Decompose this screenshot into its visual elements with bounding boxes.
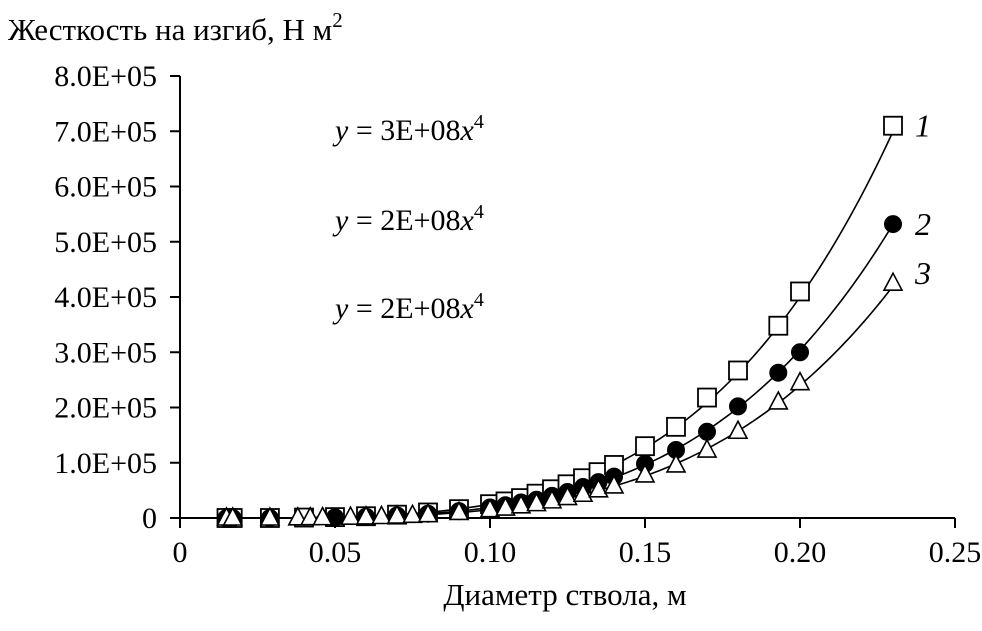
data-point-series-1 bbox=[728, 360, 748, 381]
x-axis-label: Диаметр ствола, м bbox=[443, 577, 686, 612]
y-tick-label: 7.0E+05 bbox=[54, 115, 157, 148]
data-point-series-3 bbox=[386, 504, 408, 524]
data-point-series-3 bbox=[882, 271, 904, 291]
equation-label: y = 2E+08x4 bbox=[332, 201, 484, 237]
data-point-series-3 bbox=[495, 496, 516, 516]
data-point-series-3 bbox=[287, 506, 309, 526]
series-label-1: 1 bbox=[915, 108, 931, 144]
data-point-series-3 bbox=[696, 438, 718, 458]
data-point-series-3 bbox=[510, 494, 532, 514]
data-point-series-3 bbox=[634, 463, 656, 483]
data-point-series-1 bbox=[666, 416, 686, 437]
data-point-series-3 bbox=[371, 504, 392, 525]
equation-exponent: 4 bbox=[474, 111, 484, 133]
y-tick-label: 6.0E+05 bbox=[54, 171, 157, 204]
data-point-series-2 bbox=[884, 215, 902, 234]
x-tick-label: 0.15 bbox=[619, 536, 672, 569]
y-tick-label: 2.0E+05 bbox=[54, 392, 157, 425]
data-point-series-3 bbox=[355, 505, 377, 525]
y-tick-label: 5.0E+05 bbox=[54, 226, 157, 259]
data-point-series-2 bbox=[729, 397, 747, 416]
data-point-series-3 bbox=[340, 505, 361, 525]
x-tick-label: 0.20 bbox=[774, 536, 827, 569]
data-point-series-3 bbox=[557, 485, 578, 506]
fit-curve-2 bbox=[226, 223, 894, 519]
equation-y: y bbox=[332, 114, 349, 147]
data-points bbox=[216, 115, 904, 528]
x-tick-label: 0.25 bbox=[929, 536, 982, 569]
equation-coef: = 2E+08 bbox=[348, 292, 460, 325]
series-label-3: 3 bbox=[914, 255, 931, 291]
equation-y: y bbox=[332, 204, 349, 237]
y-tick-label: 3.0E+05 bbox=[54, 336, 157, 369]
data-point-series-3 bbox=[665, 453, 687, 473]
chart-title-main: Жесткость на изгиб, Н м bbox=[8, 12, 332, 47]
data-point-series-3 bbox=[259, 506, 281, 526]
data-point-series-3 bbox=[479, 498, 501, 518]
chart-title: Жесткость на изгиб, Н м2 bbox=[8, 8, 343, 47]
equation-coef: = 3E+08 bbox=[348, 114, 460, 147]
axes: 0 1.0E+05 2.0E+05 3.0E+05 4.0E+05 5.0E+05 6.0E… bbox=[54, 60, 981, 569]
data-point-series-3 bbox=[789, 370, 811, 391]
data-point-series-3 bbox=[402, 503, 423, 524]
y-tick-label: 4.0E+05 bbox=[54, 281, 157, 314]
equation-x: x bbox=[460, 114, 475, 147]
data-point-series-2 bbox=[769, 363, 788, 382]
y-tick-label: 0 bbox=[142, 502, 157, 535]
data-point-series-2 bbox=[698, 422, 716, 441]
equation-label: y = 2E+08x4 bbox=[332, 289, 484, 325]
data-point-series-1 bbox=[883, 115, 903, 136]
data-point-series-3 bbox=[448, 500, 470, 521]
data-point-series-2 bbox=[791, 343, 809, 362]
equation-exponent: 4 bbox=[474, 201, 484, 223]
series-label-2: 2 bbox=[915, 206, 931, 242]
data-point-series-1 bbox=[768, 315, 789, 336]
data-point-series-3 bbox=[417, 502, 439, 523]
y-tick-label: 8.0E+05 bbox=[54, 60, 157, 93]
fit-curves bbox=[226, 131, 894, 519]
equation-x: x bbox=[460, 204, 475, 237]
x-tick-label: 0.05 bbox=[309, 536, 362, 569]
data-point-series-3 bbox=[588, 478, 609, 498]
data-point-series-1 bbox=[790, 281, 810, 302]
equation-y: y bbox=[332, 292, 349, 325]
equation-x: x bbox=[460, 292, 475, 325]
data-point-series-1 bbox=[697, 387, 717, 408]
x-tick-label: 0 bbox=[173, 536, 188, 569]
data-point-series-3 bbox=[767, 390, 789, 410]
data-point-series-3 bbox=[312, 505, 333, 526]
chart-title-superscript: 2 bbox=[332, 8, 343, 32]
data-point-series-3 bbox=[299, 506, 321, 526]
fit-curve-1 bbox=[226, 131, 894, 519]
data-point-series-3 bbox=[526, 491, 547, 512]
data-point-series-3 bbox=[222, 506, 244, 526]
data-point-series-3 bbox=[572, 482, 594, 503]
data-point-series-3 bbox=[603, 474, 625, 494]
equation-coef: = 2E+08 bbox=[348, 204, 460, 237]
data-point-series-3 bbox=[541, 489, 563, 509]
equation-exponent: 4 bbox=[474, 289, 484, 311]
x-tick-label: 0.10 bbox=[464, 536, 517, 569]
y-tick-label: 1.0E+05 bbox=[54, 447, 157, 480]
data-point-series-3 bbox=[727, 419, 749, 440]
equation-label: y = 3E+08x4 bbox=[332, 111, 484, 147]
data-point-series-1 bbox=[635, 436, 655, 457]
